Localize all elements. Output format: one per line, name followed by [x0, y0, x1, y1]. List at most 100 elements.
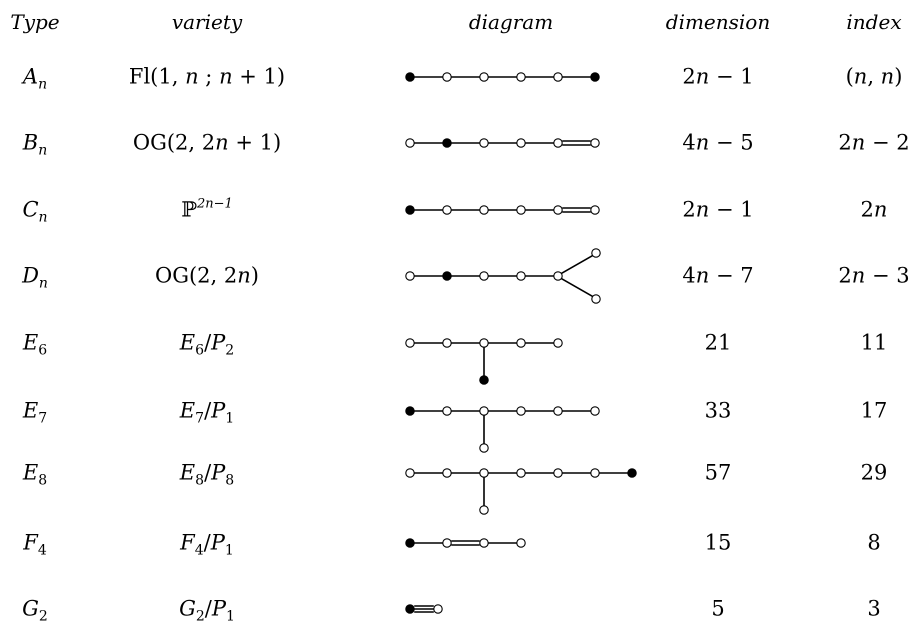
dynkin-node [516, 538, 526, 548]
row-index: 8 [867, 530, 881, 555]
row-type-subscript: 4 [37, 542, 47, 559]
header-type: Type [10, 10, 60, 34]
dynkin-node-marked [442, 271, 452, 281]
row-dimension: 4n − 7 [682, 263, 754, 288]
row-index: 11 [860, 330, 888, 355]
row-type-subscript: 2 [38, 608, 48, 625]
dynkin-node [479, 538, 489, 548]
dynkin-node [479, 406, 489, 416]
dynkin-node [516, 138, 526, 148]
dynkin-bond [560, 254, 594, 275]
dynkin-node [590, 406, 600, 416]
row-type-letter: B [22, 130, 39, 155]
row-variety: Fl(1, n ; n + 1) [128, 64, 286, 89]
row-index: 17 [860, 398, 888, 423]
dynkin-node [405, 271, 415, 281]
dynkin-node [553, 271, 563, 281]
row-type-letter: E [22, 460, 39, 485]
row-type-subscript: 8 [38, 472, 48, 489]
row-dimension: 2n − 1 [682, 197, 754, 222]
row-dimension: 21 [704, 330, 732, 355]
row-type-letter: G [22, 596, 39, 621]
row-type-subscript: n [38, 275, 48, 292]
dynkin-node [553, 138, 563, 148]
header-index: index [846, 10, 902, 34]
row-variety: OG(2, 2n + 1) [132, 130, 282, 155]
row-type-letter: A [22, 64, 39, 89]
dynkin-node [479, 271, 489, 281]
row-index: 3 [867, 596, 881, 621]
dynkin-node-marked [627, 468, 637, 478]
dynkin-node-marked [479, 375, 489, 385]
row-variety: E7/P1 [179, 398, 235, 427]
row-dimension: 33 [704, 398, 732, 423]
dynkin-node [516, 338, 526, 348]
row-type: F4 [23, 530, 47, 558]
row-variety: G2/P1 [179, 596, 235, 625]
row-index: (n, n) [845, 64, 903, 89]
row-type: Bn [22, 130, 47, 158]
header-dimension: dimension [665, 10, 771, 34]
dynkin-node [590, 205, 600, 215]
row-type: Dn [22, 263, 48, 291]
row-dimension: 2n − 1 [682, 64, 754, 89]
dynkin-node [405, 468, 415, 478]
dynkin-node-marked [405, 604, 415, 614]
dynkin-node [591, 294, 601, 304]
row-index: 2n − 2 [838, 130, 910, 155]
row-type: Cn [22, 199, 47, 225]
dynkin-node-marked [442, 138, 452, 148]
row-variety: OG(2, 2n) [155, 263, 259, 288]
dynkin-node [553, 205, 563, 215]
dynkin-node [479, 505, 489, 515]
row-type: E8 [22, 460, 47, 488]
dynkin-node-marked [405, 72, 415, 82]
row-dimension: 5 [711, 596, 725, 621]
row-variety: E8/P8 [179, 460, 235, 489]
dynkin-node [516, 406, 526, 416]
row-dimension: 57 [704, 460, 732, 485]
dynkin-node [553, 72, 563, 82]
row-index: 2n [860, 197, 888, 222]
dynkin-bond [560, 277, 594, 298]
dynkin-node-marked [590, 72, 600, 82]
row-index: 2n − 3 [838, 263, 910, 288]
row-type-letter: E [22, 398, 39, 423]
row-type-letter: F [23, 530, 38, 555]
row-index: 29 [860, 460, 888, 485]
dynkin-node [442, 406, 452, 416]
row-type: G2 [22, 596, 48, 624]
row-type-subscript: 7 [38, 410, 48, 427]
row-type-subscript: n [38, 142, 48, 159]
dynkin-node [433, 604, 443, 614]
row-type: An [22, 64, 47, 92]
row-type-letter: E [22, 330, 39, 355]
dynkin-node [516, 271, 526, 281]
dynkin-node [479, 72, 489, 82]
header-diagram: diagram [468, 10, 554, 34]
dynkin-node [442, 205, 452, 215]
row-dimension: 15 [704, 530, 732, 555]
dynkin-node [553, 406, 563, 416]
row-type-subscript: n [38, 209, 48, 226]
dynkin-node [405, 338, 415, 348]
dynkin-node-marked [405, 538, 415, 548]
dynkin-node [442, 538, 452, 548]
dynkin-node [516, 72, 526, 82]
dynkin-node [479, 205, 489, 215]
row-type-subscript: 6 [38, 342, 48, 359]
row-variety: E6/P2 [179, 330, 235, 359]
row-type-letter: D [22, 263, 39, 288]
dynkin-node [590, 468, 600, 478]
dynkin-node-marked [405, 205, 415, 215]
dynkin-node [553, 468, 563, 478]
dynkin-node [479, 468, 489, 478]
dynkin-node [516, 205, 526, 215]
dynkin-node [442, 72, 452, 82]
header-variety: variety [171, 10, 243, 34]
dynkin-node [479, 443, 489, 453]
dynkin-node [516, 468, 526, 478]
row-type: E7 [22, 398, 47, 426]
row-variety: F4/P1 [180, 530, 234, 559]
